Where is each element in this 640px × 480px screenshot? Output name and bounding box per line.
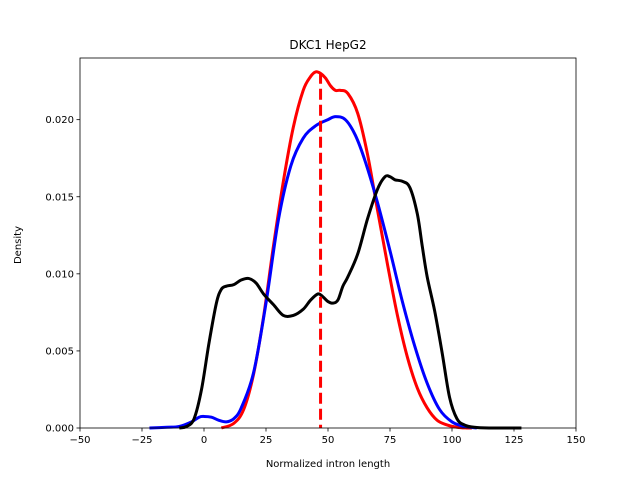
- plot-frame: [79, 57, 577, 429]
- x-tick-label: 125: [504, 435, 523, 446]
- y-tick-label: 0.020: [45, 115, 74, 126]
- x-tick-label: 25: [260, 435, 273, 446]
- x-tick-label: −50: [69, 435, 90, 446]
- x-axis-label: Normalized intron length: [266, 459, 390, 470]
- x-tick-label: 50: [322, 435, 335, 446]
- x-tick-label: 100: [442, 435, 461, 446]
- x-tick-label: 75: [384, 435, 397, 446]
- series-layer: [149, 70, 522, 430]
- series-line-2: [178, 174, 522, 430]
- y-axis: 0.000 0.005 0.010 0.015 0.020: [45, 115, 80, 435]
- x-tick-label: 150: [566, 435, 585, 446]
- series-line-0: [220, 70, 472, 430]
- y-tick-label: 0.000: [45, 424, 74, 435]
- y-tick-label: 0.010: [45, 269, 74, 280]
- x-tick-label: 0: [201, 435, 207, 446]
- chart-title: DKC1 HepG2: [289, 38, 366, 52]
- y-tick-label: 0.005: [45, 346, 74, 357]
- y-tick-label: 0.015: [45, 192, 74, 203]
- x-tick-label: −25: [131, 435, 152, 446]
- series-line-1: [149, 115, 477, 430]
- x-axis: −50 −25 0 25 50 75 100 125 150: [69, 428, 586, 446]
- y-axis-label: Density: [13, 226, 24, 264]
